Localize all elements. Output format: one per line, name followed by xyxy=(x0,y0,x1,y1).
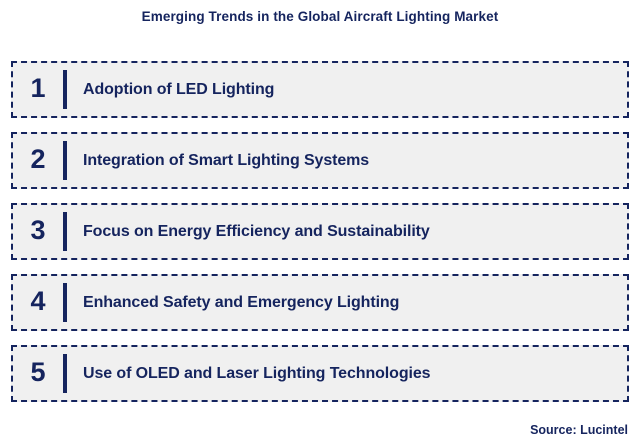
vertical-divider-bar xyxy=(63,212,67,251)
trend-row: 4 Enhanced Safety and Emergency Lighting xyxy=(11,274,629,331)
trend-row: 5 Use of OLED and Laser Lighting Technol… xyxy=(11,345,629,402)
source-attribution: Source: Lucintel xyxy=(530,423,628,437)
vertical-divider-bar xyxy=(63,141,67,180)
trend-row: 3 Focus on Energy Efficiency and Sustain… xyxy=(11,203,629,260)
trend-number: 2 xyxy=(30,144,46,174)
trend-number: 3 xyxy=(30,215,46,245)
trend-row: 1 Adoption of LED Lighting xyxy=(11,61,629,118)
trend-number: 5 xyxy=(30,357,46,387)
vertical-divider-bar xyxy=(63,283,67,322)
vertical-divider-bar xyxy=(63,70,67,109)
trend-label: Enhanced Safety and Emergency Lighting xyxy=(83,294,400,311)
trend-label: Focus on Energy Efficiency and Sustainab… xyxy=(83,223,430,240)
page-title: Emerging Trends in the Global Aircraft L… xyxy=(141,9,499,24)
trend-number: 1 xyxy=(30,73,46,103)
trend-number: 4 xyxy=(30,286,46,316)
trend-list: 1 Adoption of LED Lighting 2 Integration… xyxy=(11,61,629,402)
trend-label: Adoption of LED Lighting xyxy=(83,81,275,98)
trend-label: Integration of Smart Lighting Systems xyxy=(83,152,370,169)
trend-row: 2 Integration of Smart Lighting Systems xyxy=(11,132,629,189)
vertical-divider-bar xyxy=(63,354,67,393)
trend-label: Use of OLED and Laser Lighting Technolog… xyxy=(83,365,431,382)
